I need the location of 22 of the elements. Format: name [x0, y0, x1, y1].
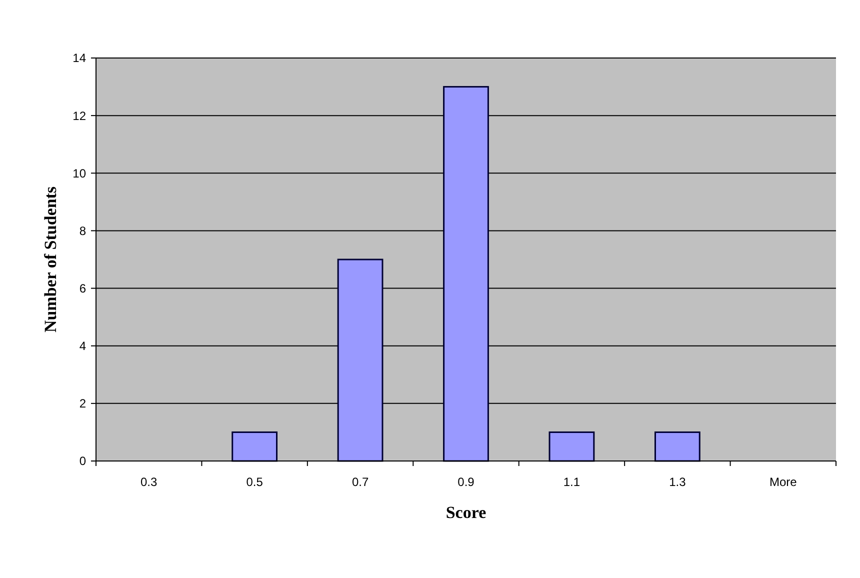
y-tick-label: 6: [79, 281, 86, 296]
x-tick-label: 1.3: [669, 475, 686, 489]
x-tick-label: 0.5: [246, 475, 264, 489]
y-tick-label: 4: [79, 339, 86, 354]
x-tick-label: 0.9: [458, 475, 475, 489]
y-tick-label: 8: [79, 224, 86, 238]
y-tick-label: 2: [79, 396, 86, 411]
y-tick-label: 12: [72, 108, 86, 123]
x-tick-label: 0.3: [140, 475, 158, 489]
bar: [443, 86, 489, 462]
y-tick-label: 10: [72, 166, 86, 180]
y-tick-label: 0: [79, 454, 86, 468]
bar: [548, 431, 595, 462]
y-tick-label: 14: [72, 51, 86, 66]
y-axis-title: Number of Students: [41, 186, 60, 333]
bar: [232, 431, 278, 462]
bar: [337, 258, 384, 462]
x-tick-label: 1.1: [563, 475, 580, 489]
bar: [654, 431, 700, 462]
x-axis-title: Score: [446, 503, 487, 522]
x-tick-label: 0.7: [352, 475, 369, 489]
x-tick-label: More: [769, 475, 798, 489]
